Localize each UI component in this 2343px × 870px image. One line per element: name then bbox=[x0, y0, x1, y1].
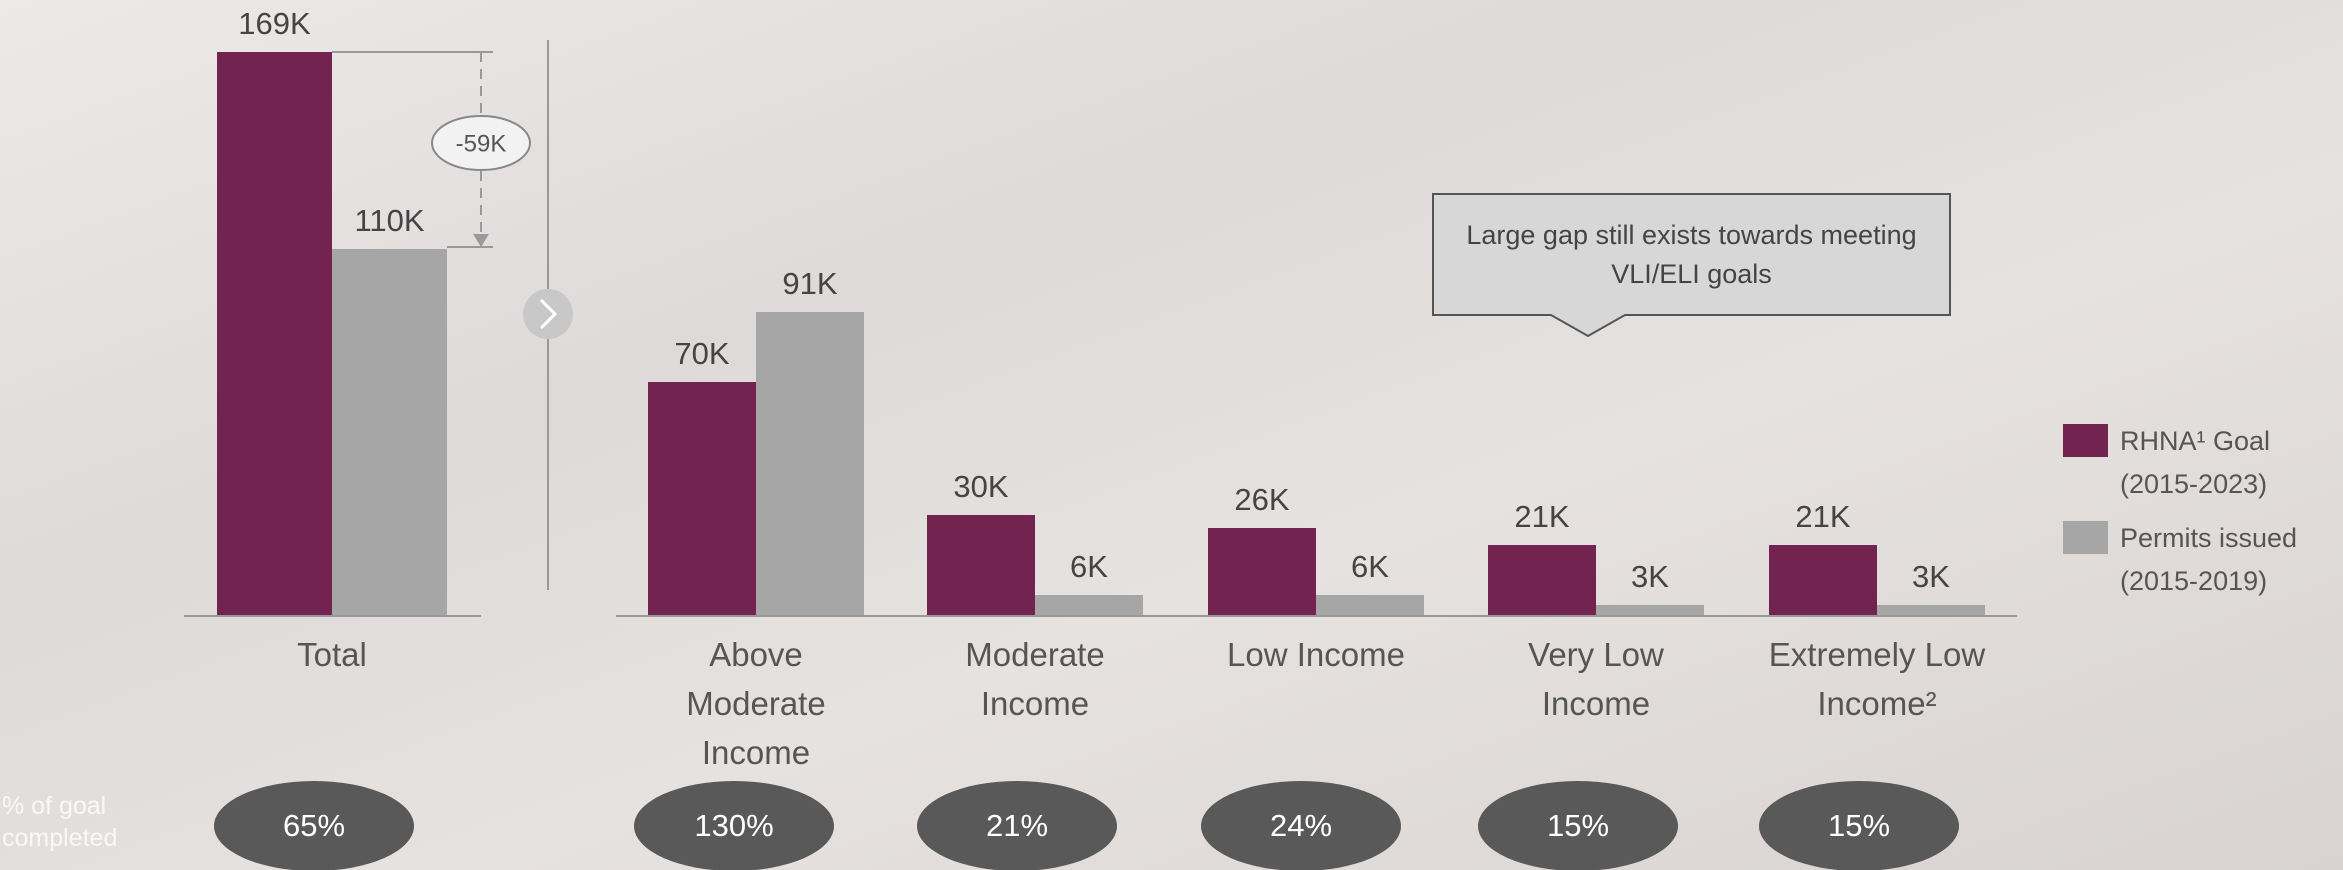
value-label: 21K bbox=[1462, 499, 1622, 535]
gap-arrowhead bbox=[473, 234, 489, 247]
legend-swatch bbox=[2063, 521, 2108, 554]
value-label: 26K bbox=[1182, 482, 1342, 518]
x-tick-label: Very Low Income bbox=[1446, 630, 1746, 728]
value-label: 110K bbox=[310, 203, 470, 239]
goal-completed-bubble: 24% bbox=[1201, 781, 1401, 870]
bar bbox=[332, 249, 447, 615]
value-label: 3K bbox=[1570, 559, 1730, 595]
bar bbox=[1877, 605, 1985, 615]
value-label: 3K bbox=[1851, 559, 2011, 595]
value-label: 30K bbox=[901, 469, 1061, 505]
bar bbox=[1035, 595, 1143, 615]
value-label: 91K bbox=[730, 266, 890, 302]
legend-text: RHNA¹ Goal (2015-2023) bbox=[2120, 420, 2270, 506]
x-tick-label: Total bbox=[182, 630, 482, 679]
value-label: 21K bbox=[1743, 499, 1903, 535]
goal-completed-bubble: 130% bbox=[634, 781, 834, 870]
value-label: 6K bbox=[1009, 549, 1169, 585]
x-tick-label: Moderate Income bbox=[885, 630, 1185, 728]
goal-completed-bubble: 15% bbox=[1759, 781, 1959, 870]
bar bbox=[648, 382, 756, 615]
bar bbox=[1316, 595, 1424, 615]
value-label: 169K bbox=[195, 6, 355, 42]
goal-completed-bubble: 15% bbox=[1478, 781, 1678, 870]
callout-text: Large gap still exists towards meeting V… bbox=[1450, 216, 1933, 294]
chevron-button bbox=[523, 289, 573, 339]
x-tick-label: Low Income bbox=[1166, 630, 1466, 679]
bar bbox=[1596, 605, 1704, 615]
bar bbox=[217, 52, 332, 615]
bar bbox=[756, 312, 864, 615]
goal-completed-bubble: 65% bbox=[214, 781, 414, 870]
goal-completed-label: % of goal completed bbox=[2, 790, 162, 854]
legend-swatch bbox=[2063, 424, 2108, 457]
x-tick-label: Above Moderate Income bbox=[606, 630, 906, 777]
x-tick-label: Extremely Low Income² bbox=[1727, 630, 2027, 728]
chart: -59K Large gap still exists towards meet… bbox=[0, 0, 2343, 870]
goal-completed-bubble: 21% bbox=[917, 781, 1117, 870]
gap-label: -59K bbox=[456, 130, 507, 157]
legend-text: Permits issued (2015-2019) bbox=[2120, 517, 2297, 603]
value-label: 6K bbox=[1290, 549, 1450, 585]
